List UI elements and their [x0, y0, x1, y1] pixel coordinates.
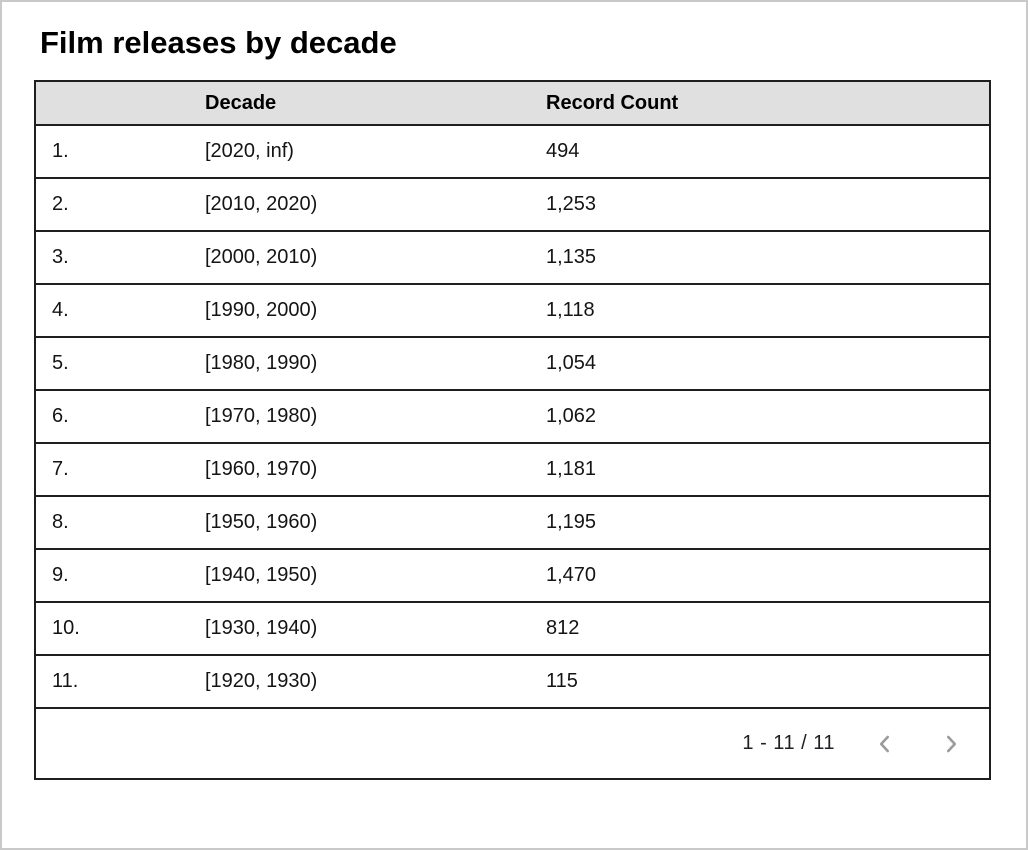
chevron-left-icon — [872, 731, 898, 757]
row-index: 4. — [35, 283, 205, 338]
row-decade: [2000, 2010) — [205, 230, 546, 285]
row-decade: [1950, 1960) — [205, 495, 546, 550]
row-record-count: 1,195 — [546, 495, 990, 550]
table-row: 8. [1950, 1960) 1,195 — [35, 495, 990, 550]
page-title: Film releases by decade — [40, 25, 397, 60]
row-record-count: 1,253 — [546, 177, 990, 232]
table-row: 11. [1920, 1930) 115 — [35, 654, 990, 709]
column-header-index — [35, 80, 205, 126]
row-record-count: 115 — [546, 654, 990, 709]
row-index: 11. — [35, 654, 205, 709]
row-decade: [1960, 1970) — [205, 442, 546, 497]
row-record-count: 1,062 — [546, 389, 990, 444]
row-decade: [2020, inf) — [205, 124, 546, 179]
table-row: 2. [2010, 2020) 1,253 — [35, 177, 990, 232]
row-decade: [1930, 1940) — [205, 601, 546, 656]
row-record-count: 494 — [546, 124, 990, 179]
pagination-row: 1 - 11 / 11 — [35, 707, 990, 780]
row-index: 9. — [35, 548, 205, 603]
table-row: 7. [1960, 1970) 1,181 — [35, 442, 990, 497]
table-row: 4. [1990, 2000) 1,118 — [35, 283, 990, 338]
pagination: 1 - 11 / 11 — [52, 730, 989, 758]
prev-page-button[interactable] — [871, 730, 899, 758]
row-decade: [2010, 2020) — [205, 177, 546, 232]
row-decade: [1970, 1980) — [205, 389, 546, 444]
pagination-range-label: 1 - 11 / 11 — [742, 732, 835, 754]
column-header-record-count[interactable]: Record Count — [546, 80, 990, 126]
table-row: 5. [1980, 1990) 1,054 — [35, 336, 990, 391]
table-body: 1. [2020, inf) 494 2. [2010, 2020) 1,253… — [35, 124, 990, 709]
table-header: Decade Record Count — [35, 80, 990, 126]
chevron-right-icon — [938, 731, 964, 757]
row-index: 2. — [35, 177, 205, 232]
column-header-decade[interactable]: Decade — [205, 80, 546, 126]
row-index: 6. — [35, 389, 205, 444]
row-decade: [1990, 2000) — [205, 283, 546, 338]
table-footer: 1 - 11 / 11 — [35, 707, 990, 780]
table-row: 3. [2000, 2010) 1,135 — [35, 230, 990, 285]
row-record-count: 1,470 — [546, 548, 990, 603]
row-decade: [1980, 1990) — [205, 336, 546, 391]
row-index: 3. — [35, 230, 205, 285]
header-row: Decade Record Count — [35, 80, 990, 126]
row-record-count: 812 — [546, 601, 990, 656]
film-releases-table: Decade Record Count 1. [2020, inf) 494 2… — [34, 80, 991, 780]
row-index: 8. — [35, 495, 205, 550]
table-row: 1. [2020, inf) 494 — [35, 124, 990, 179]
next-page-button[interactable] — [937, 730, 965, 758]
table-row: 6. [1970, 1980) 1,062 — [35, 389, 990, 444]
row-record-count: 1,181 — [546, 442, 990, 497]
row-index: 5. — [35, 336, 205, 391]
row-record-count: 1,054 — [546, 336, 990, 391]
row-index: 1. — [35, 124, 205, 179]
row-decade: [1920, 1930) — [205, 654, 546, 709]
row-index: 10. — [35, 601, 205, 656]
row-record-count: 1,118 — [546, 283, 990, 338]
table-row: 10. [1930, 1940) 812 — [35, 601, 990, 656]
table-row: 9. [1940, 1950) 1,470 — [35, 548, 990, 603]
row-index: 7. — [35, 442, 205, 497]
row-record-count: 1,135 — [546, 230, 990, 285]
row-decade: [1940, 1950) — [205, 548, 546, 603]
